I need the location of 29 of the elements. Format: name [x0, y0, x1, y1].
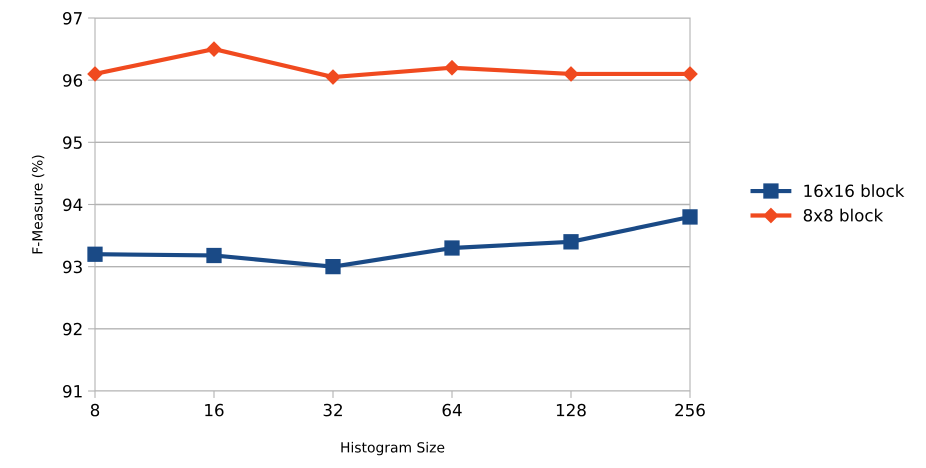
y-tick-label: 95	[63, 136, 82, 149]
x-tick-label: 256	[675, 404, 705, 416]
x-axis-title: Histogram Size	[341, 442, 444, 456]
y-tick-label: 96	[63, 74, 82, 87]
point	[444, 60, 460, 76]
point	[206, 42, 222, 57]
x-tick-label: 32	[324, 404, 342, 416]
point	[325, 259, 341, 274]
point	[87, 246, 103, 262]
point	[563, 66, 579, 82]
y-axis-title: F-Measure (%)	[32, 155, 44, 254]
y-tick-label: 93	[63, 260, 82, 274]
legend-label: 8x8 block	[804, 208, 884, 222]
x-tick-label: 8	[90, 404, 100, 416]
y-tick-label: 97	[63, 12, 82, 25]
point	[444, 240, 460, 256]
legend-label: 16x16 block	[804, 184, 904, 198]
point	[206, 248, 222, 264]
point	[682, 66, 698, 82]
x-tick-label: 128	[556, 404, 586, 416]
point	[682, 209, 698, 225]
y-tick-label: 94	[63, 198, 82, 212]
x-tick-label: 16	[205, 404, 224, 416]
point	[87, 66, 103, 82]
point	[325, 69, 341, 85]
y-tick-label: 92	[63, 322, 82, 336]
point	[563, 234, 579, 250]
x-tick-label: 64	[442, 404, 462, 416]
y-tick-label: 91	[63, 384, 82, 398]
